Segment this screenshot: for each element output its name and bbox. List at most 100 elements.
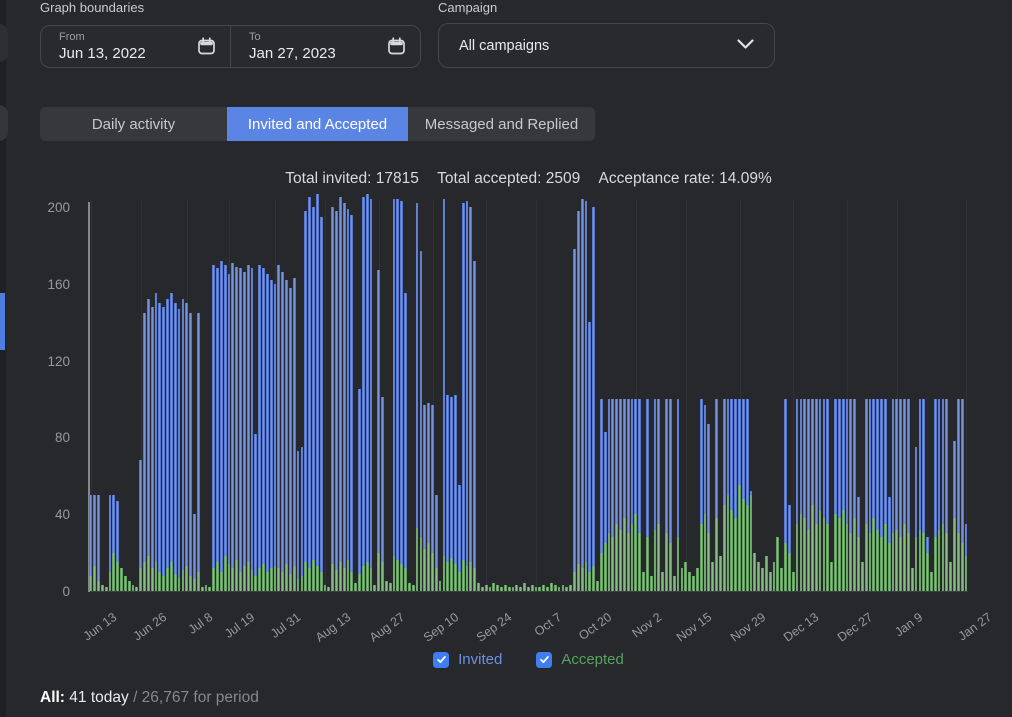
date-range-group: From Jun 13, 2022 To Jan 27, 2023 bbox=[40, 25, 421, 68]
bar-invited bbox=[665, 399, 668, 591]
bar-accepted bbox=[116, 562, 120, 591]
bar-invited bbox=[895, 399, 899, 591]
bar-invited bbox=[576, 210, 580, 591]
bar-invited bbox=[837, 399, 841, 591]
bar-accepted bbox=[787, 552, 791, 591]
bar-invited bbox=[707, 423, 711, 591]
bar-accepted bbox=[718, 556, 722, 591]
bar-invited bbox=[312, 207, 315, 591]
bar-invited bbox=[231, 262, 235, 591]
bar-accepted bbox=[768, 571, 772, 591]
tab-daily-activity[interactable]: Daily activity bbox=[40, 107, 227, 141]
bar-invited bbox=[216, 268, 219, 591]
bar-accepted bbox=[546, 587, 549, 591]
bar-accepted bbox=[342, 567, 346, 591]
bar-accepted bbox=[442, 556, 446, 591]
tab-invited-accepted[interactable]: Invited and Accepted bbox=[227, 107, 408, 141]
bar-accepted bbox=[638, 533, 642, 591]
bar-invited bbox=[676, 399, 680, 591]
bar-accepted bbox=[392, 556, 396, 591]
invited-checkbox[interactable] bbox=[433, 651, 450, 668]
bar-accepted bbox=[446, 562, 450, 591]
bar-accepted bbox=[607, 533, 611, 591]
bar-invited bbox=[404, 293, 407, 591]
bar-invited bbox=[304, 210, 308, 591]
to-date-value: Jan 27, 2023 bbox=[249, 45, 336, 62]
to-date-field[interactable]: To Jan 27, 2023 bbox=[230, 26, 420, 67]
bar-invited bbox=[615, 399, 619, 591]
bar-accepted bbox=[350, 571, 354, 591]
bar-accepted bbox=[603, 543, 607, 591]
bar-accepted bbox=[795, 523, 799, 591]
bar-invited bbox=[446, 395, 450, 591]
bar-invited bbox=[941, 399, 945, 591]
bar-invited bbox=[891, 399, 895, 591]
bar-accepted bbox=[189, 575, 192, 591]
bar-invited bbox=[396, 199, 400, 591]
legend-accepted-label[interactable]: Accepted bbox=[561, 651, 624, 668]
bar-accepted bbox=[419, 537, 423, 591]
bar-accepted bbox=[665, 533, 668, 591]
bar-accepted bbox=[653, 529, 657, 591]
bar-invited bbox=[956, 399, 960, 591]
bar-invited bbox=[93, 495, 97, 591]
bar-accepted bbox=[246, 562, 250, 591]
bar-accepted bbox=[496, 585, 500, 591]
bar-invited bbox=[611, 399, 615, 591]
bar-accepted bbox=[292, 566, 296, 591]
bar-accepted bbox=[553, 585, 557, 591]
bar-accepted bbox=[565, 587, 569, 591]
gridline bbox=[536, 200, 538, 591]
bar-invited bbox=[281, 272, 285, 591]
bar-accepted bbox=[377, 552, 381, 591]
bar-invited bbox=[868, 399, 872, 591]
bar-accepted bbox=[864, 523, 868, 591]
bar-invited bbox=[645, 399, 649, 591]
from-date-field[interactable]: From Jun 13, 2022 bbox=[41, 26, 230, 67]
bar-accepted bbox=[319, 571, 323, 591]
bar-invited bbox=[265, 274, 269, 591]
bar-accepted bbox=[695, 567, 699, 591]
bar-invited bbox=[381, 397, 384, 591]
bar-accepted bbox=[135, 587, 139, 591]
bar-accepted bbox=[745, 504, 749, 591]
bar-accepted bbox=[219, 571, 223, 591]
bar-accepted bbox=[741, 498, 745, 591]
bar-accepted bbox=[910, 567, 914, 591]
bar-invited bbox=[653, 399, 657, 591]
bar-invited bbox=[630, 399, 634, 591]
gridline bbox=[966, 200, 968, 591]
calendar-icon[interactable] bbox=[196, 36, 217, 57]
legend-item-accepted[interactable]: Accepted bbox=[536, 651, 624, 668]
checkmark-icon bbox=[436, 656, 446, 664]
bar-invited bbox=[876, 399, 880, 591]
bar-accepted bbox=[204, 585, 208, 591]
bar-invited bbox=[346, 208, 350, 591]
bar-invited bbox=[112, 495, 116, 591]
bar-invited bbox=[734, 399, 738, 591]
accepted-checkbox[interactable] bbox=[536, 651, 553, 668]
bar-invited bbox=[239, 268, 242, 591]
bar-accepted bbox=[365, 562, 369, 591]
bar-accepted bbox=[930, 571, 933, 591]
tab-messaged-replied[interactable]: Messaged and Replied bbox=[408, 107, 595, 141]
bar-accepted bbox=[454, 564, 457, 591]
legend-invited-label[interactable]: Invited bbox=[458, 651, 503, 668]
bar-accepted bbox=[308, 567, 311, 591]
campaign-select[interactable]: All campaigns bbox=[438, 23, 775, 68]
bar-accepted bbox=[427, 543, 430, 591]
bar-accepted bbox=[576, 564, 580, 591]
calendar-icon[interactable] bbox=[386, 36, 407, 57]
bar-accepted bbox=[887, 543, 891, 591]
legend-item-invited[interactable]: Invited bbox=[433, 651, 502, 668]
bar-accepted bbox=[669, 543, 672, 591]
bar-accepted bbox=[726, 495, 730, 591]
chart-mode-tabs: Daily activity Invited and Accepted Mess… bbox=[40, 107, 595, 141]
activity-status-bar: All: 41 today / 26,767 for period bbox=[40, 689, 259, 707]
bar-invited bbox=[799, 399, 803, 591]
bar-invited bbox=[469, 207, 473, 591]
sidebar-active-indicator bbox=[0, 293, 5, 350]
bar-accepted bbox=[431, 552, 434, 591]
bar-invited bbox=[219, 260, 223, 591]
bar-accepted bbox=[200, 587, 204, 591]
